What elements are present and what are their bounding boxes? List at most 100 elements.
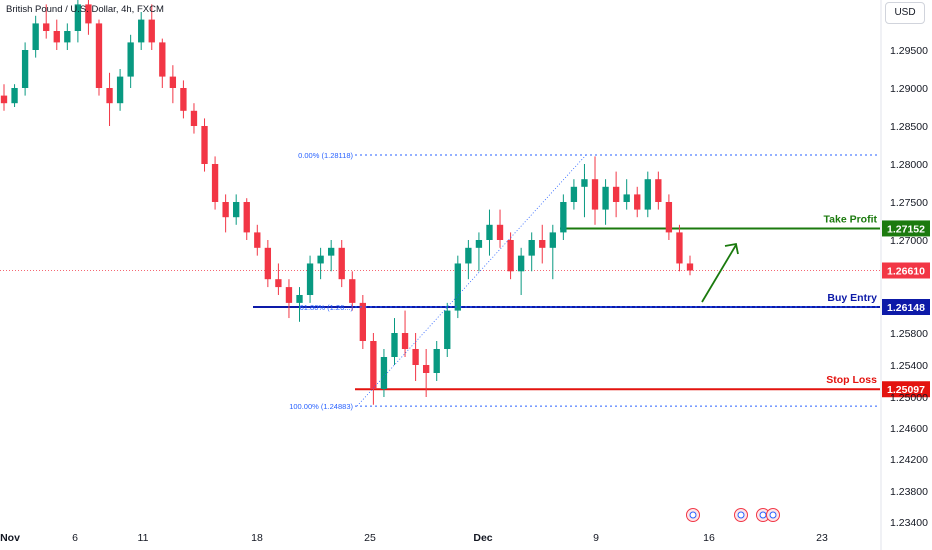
price-tick-label: 1.24600 xyxy=(890,423,928,435)
time-axis: Nov 6 11 18 25 Dec 9 16 23 xyxy=(0,532,828,544)
candle-body xyxy=(454,263,461,311)
candle-body xyxy=(475,240,483,248)
candle xyxy=(21,42,29,96)
time-tick-label: 18 xyxy=(251,532,263,544)
candle-body xyxy=(306,263,314,295)
candle-body xyxy=(433,349,440,373)
candle-body xyxy=(560,202,567,233)
time-tick-label: 25 xyxy=(364,532,376,544)
candle xyxy=(655,171,662,210)
candle-body xyxy=(517,255,525,272)
event-flag-icon xyxy=(686,508,700,522)
price-tick-label: 1.27000 xyxy=(890,235,928,247)
candle-body xyxy=(285,287,293,303)
candle xyxy=(486,209,493,256)
candle xyxy=(570,179,578,210)
candle xyxy=(380,349,388,397)
price-tick-label: 1.29500 xyxy=(890,45,928,57)
price-tick-label: 1.23800 xyxy=(890,486,928,498)
candle-body xyxy=(254,232,261,248)
candle-body xyxy=(486,224,493,240)
candle-body xyxy=(190,110,198,126)
level-stop-loss: Stop Loss 1.25097 xyxy=(355,374,930,398)
candle-body xyxy=(612,186,620,202)
price-tick-label: 1.25800 xyxy=(890,328,928,340)
candle-body xyxy=(665,202,673,233)
candle xyxy=(159,38,166,88)
candle xyxy=(528,232,535,272)
candle xyxy=(454,255,461,319)
candle xyxy=(465,240,472,280)
candle-body xyxy=(444,310,451,349)
candle-body xyxy=(465,247,472,264)
level-price-label: 1.27152 xyxy=(887,223,925,235)
candle-body xyxy=(549,232,556,248)
candle xyxy=(95,19,103,96)
candle xyxy=(254,224,261,256)
fib-trend-line xyxy=(356,154,587,407)
candle xyxy=(560,194,567,240)
candle xyxy=(359,294,366,349)
candle-body xyxy=(370,341,377,389)
candle xyxy=(285,279,293,319)
candle xyxy=(475,232,483,272)
candle xyxy=(591,156,599,225)
candle xyxy=(296,287,303,322)
candle-body xyxy=(391,333,398,357)
candle xyxy=(211,156,219,210)
candle-body xyxy=(233,202,240,218)
arrow-head xyxy=(724,242,739,255)
candle-body xyxy=(623,194,630,202)
candle-body xyxy=(127,42,134,77)
event-flag-icon xyxy=(766,508,780,522)
level-price-tag xyxy=(882,299,930,315)
candle xyxy=(148,4,155,50)
price-tick-label: 1.27500 xyxy=(890,197,928,209)
candle-body xyxy=(53,31,60,43)
fib-level: 100.00% (1.24883) xyxy=(289,402,880,411)
candle-body xyxy=(180,88,187,111)
candle xyxy=(275,263,282,295)
candle-body xyxy=(243,202,250,233)
currency-button[interactable]: USD xyxy=(885,2,925,24)
candle xyxy=(517,247,525,295)
fib-label: 100.00% (1.24883) xyxy=(289,402,353,411)
candle xyxy=(634,186,641,218)
price-tick-label: 1.25000 xyxy=(890,392,928,404)
candle-body xyxy=(380,357,388,389)
candle-body xyxy=(11,88,18,104)
current-price-tag xyxy=(882,262,930,279)
time-tick-label: 16 xyxy=(703,532,715,544)
event-flag-icon xyxy=(734,508,748,522)
candle xyxy=(264,240,272,288)
candle xyxy=(11,84,18,107)
candle-body xyxy=(655,179,662,202)
time-tick-label: 11 xyxy=(138,532,149,544)
current-price: 1.26610 xyxy=(0,262,930,279)
candle xyxy=(169,65,177,104)
candle-body xyxy=(201,126,208,164)
candle xyxy=(306,255,314,303)
candle xyxy=(222,194,229,233)
candle xyxy=(444,302,451,357)
time-tick-label: 6 xyxy=(72,532,78,544)
candle-body xyxy=(401,333,409,349)
candle-body xyxy=(296,294,303,303)
candle xyxy=(602,179,609,225)
candle-body xyxy=(359,302,366,341)
candle xyxy=(180,80,187,119)
candle xyxy=(43,4,50,39)
candle-body xyxy=(317,255,324,264)
candle-body xyxy=(21,50,29,88)
level-label: Stop Loss xyxy=(826,374,877,386)
candle xyxy=(412,333,419,381)
level-label: Buy Entry xyxy=(827,292,877,304)
candle xyxy=(243,198,250,240)
candle-body xyxy=(148,19,155,43)
candle xyxy=(349,271,356,311)
candle-body xyxy=(0,95,8,104)
candle xyxy=(539,224,546,264)
candle-body xyxy=(686,263,694,271)
fib-label: 61.80% (1.26...) xyxy=(300,303,354,312)
